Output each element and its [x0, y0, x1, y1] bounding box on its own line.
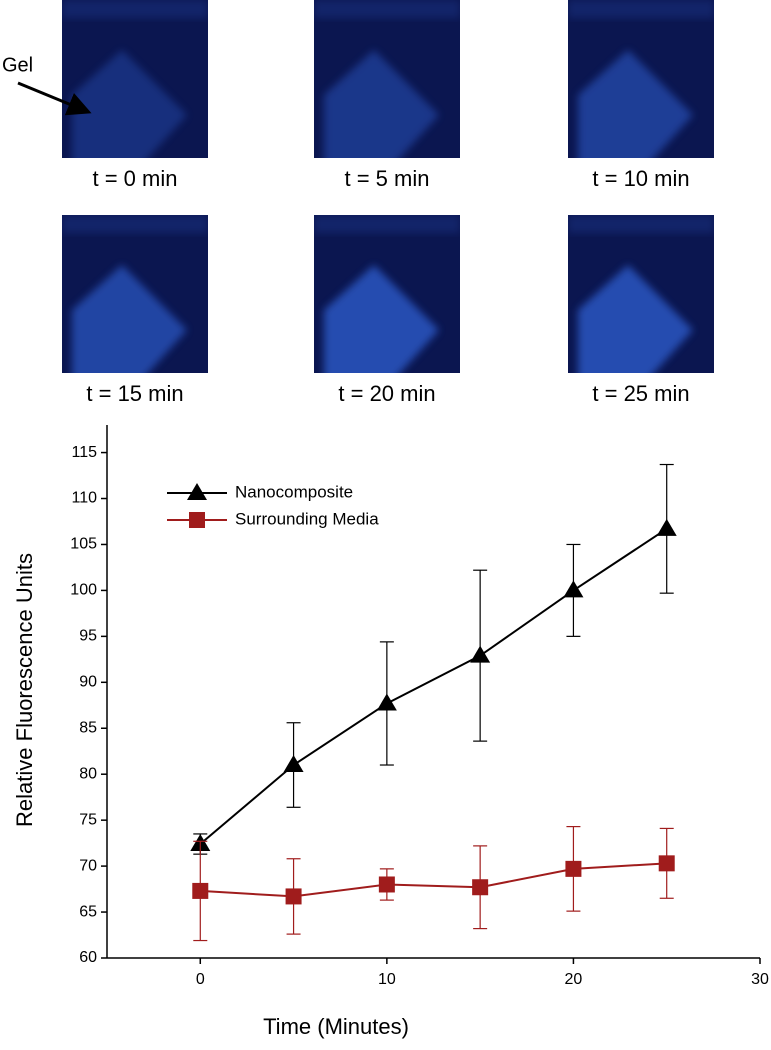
marker [192, 882, 209, 899]
y-tick-label: 65 [79, 903, 97, 920]
marker [376, 693, 397, 711]
image-content [62, 215, 208, 373]
image-content [62, 0, 208, 158]
image-content [314, 0, 460, 158]
gel-annotation: Gel [2, 54, 33, 76]
image-content [314, 215, 460, 373]
y-tick-label: 105 [70, 536, 97, 553]
y-tick-label: 60 [79, 949, 97, 966]
image-label: t = 10 min [592, 166, 689, 191]
legend-label: Nanocomposite [235, 482, 353, 501]
y-tick-label: 110 [71, 490, 97, 507]
image-content [568, 0, 714, 158]
image-label: t = 25 min [592, 381, 689, 406]
fluorescence-image: t = 20 min [314, 215, 460, 406]
y-tick-label: 90 [79, 674, 97, 691]
marker [378, 876, 395, 893]
fluorescence-image: t = 15 min [62, 215, 208, 406]
gel-region [578, 50, 693, 158]
marker [563, 580, 584, 598]
image-edge-glow [568, 0, 714, 18]
y-tick-label: 75 [79, 811, 97, 828]
image-label: t = 20 min [338, 381, 435, 406]
marker [656, 518, 677, 536]
marker [285, 888, 302, 905]
marker [470, 645, 491, 663]
fluorescence-image: t = 25 min [568, 215, 714, 406]
image-edge-glow [62, 0, 208, 18]
gel-arrow [17, 81, 92, 116]
y-tick-label: 80 [79, 765, 97, 782]
gel-region [324, 265, 439, 373]
x-tick-label: 10 [378, 971, 396, 988]
y-tick-label: 85 [79, 719, 97, 736]
image-edge-glow [314, 0, 460, 18]
fluorescence-image: t = 0 min [62, 0, 208, 191]
y-tick-label: 115 [71, 444, 97, 461]
y-tick-label: 100 [70, 582, 97, 599]
x-axis-label: Time (Minutes) [263, 1014, 409, 1039]
y-tick-label: 70 [79, 857, 97, 874]
gel-region [72, 265, 187, 373]
y-tick-label: 95 [79, 628, 97, 645]
image-label: t = 15 min [86, 381, 183, 406]
image-label: t = 5 min [345, 166, 430, 191]
gel-region [578, 265, 693, 373]
legend-label: Surrounding Media [235, 509, 379, 528]
series-line [199, 528, 668, 845]
marker [658, 855, 675, 872]
image-edge-glow [314, 215, 460, 233]
x-tick-label: 20 [565, 971, 583, 988]
gel-region [72, 50, 187, 158]
marker [472, 879, 489, 896]
y-axis-label: Relative Fluorescence Units [12, 553, 37, 827]
x-tick-label: 0 [196, 971, 205, 988]
marker [283, 755, 304, 773]
marker [565, 860, 582, 877]
legend-marker [189, 512, 205, 528]
image-content [568, 215, 714, 373]
image-label: t = 0 min [93, 166, 178, 191]
legend-marker [187, 483, 207, 500]
image-edge-glow [62, 215, 208, 233]
fluorescence-image: t = 5 min [314, 0, 460, 191]
series-line [200, 862, 667, 898]
gel-region [324, 50, 439, 158]
image-edge-glow [568, 215, 714, 233]
x-tick-label: 30 [751, 971, 769, 988]
fluorescence-image: t = 10 min [568, 0, 714, 191]
